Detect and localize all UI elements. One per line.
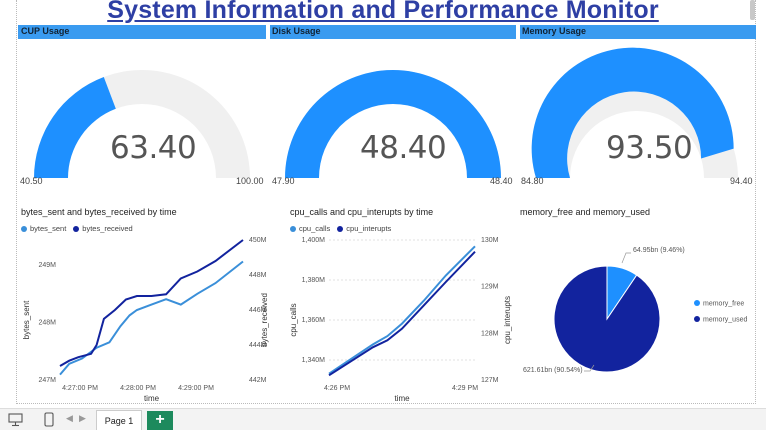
desktop-view-icon[interactable] xyxy=(8,413,24,427)
legend-dot-cpu-interupts xyxy=(337,225,344,232)
pie-legend-memory_used: memory_used xyxy=(703,317,747,324)
legend-dot-bytes-received xyxy=(73,225,80,232)
series-line-bytes_received xyxy=(59,239,244,367)
ytick-left-0-0: 247M xyxy=(38,377,56,384)
xtick-0-1: 4:28:00 PM xyxy=(120,385,156,392)
prev-page-icon[interactable]: ◀ xyxy=(66,413,73,423)
legend-cpu-interupts[interactable]: cpu_interupts xyxy=(346,224,392,233)
pie-legend-memory_free: memory_free xyxy=(703,301,744,308)
yaxis-title-left-1: cpu_calls xyxy=(289,303,298,336)
cpu-gauge-value: 63.40 xyxy=(110,130,197,166)
ytick-right-1-2: 129M xyxy=(481,284,499,291)
cpu-gauge-max: 100.00 xyxy=(236,176,264,186)
ytick-right-0-2: 446M xyxy=(249,307,267,314)
series-line-bytes_sent xyxy=(59,260,244,376)
pie-label-memory-used: 621.61bn (90.54%) xyxy=(523,367,583,374)
memory-gauge-min: 84.80 xyxy=(521,176,544,186)
add-page-button[interactable]: + xyxy=(147,411,173,430)
gauge-fill-1 xyxy=(285,70,501,178)
ytick-left-1-2: 1,380M xyxy=(302,277,326,284)
gauge-fill-2 xyxy=(531,47,734,178)
page-title: System Information and Performance Monit… xyxy=(107,0,659,24)
cpu-chart-title: cpu_calls and cpu_interupts by time xyxy=(290,207,434,217)
ytick-right-0-4: 450M xyxy=(249,237,267,244)
memory-usage-header xyxy=(520,25,756,39)
disk-usage-header xyxy=(270,25,516,39)
network-legend: bytes_sent bytes_received xyxy=(21,224,133,233)
yaxis-title-left-0: bytes_sent xyxy=(22,300,31,339)
cpu-usage-label: CUP Usage xyxy=(21,26,70,36)
legend-cpu-calls[interactable]: cpu_calls xyxy=(299,224,331,233)
ytick-right-0-3: 448M xyxy=(249,272,267,279)
legend-dot-bytes-sent xyxy=(21,225,27,232)
ytick-right-1-0: 127M xyxy=(481,377,499,384)
charts-area: 247M 248M 249M 442M 444M 446M 448M 450M 4:27:00 … xyxy=(22,237,747,403)
ytick-left-1-1: 1,360M xyxy=(302,317,326,324)
ytick-right-0-1: 444M xyxy=(249,342,267,349)
report-frame xyxy=(16,0,756,404)
yaxis-title-right-1: cpu_interupts xyxy=(503,296,512,344)
disk-gauge-value: 48.40 xyxy=(360,130,447,166)
cpu-gauge-min: 40.50 xyxy=(20,176,43,186)
xtick-1-0: 4:26 PM xyxy=(324,385,350,392)
ytick-left-0-1: 248M xyxy=(38,320,56,327)
tab-page-1[interactable]: Page 1 xyxy=(96,410,142,430)
page-navigation-bar xyxy=(0,408,766,430)
ytick-left-1-0: 1,340M xyxy=(302,357,326,364)
gauges-area xyxy=(34,47,738,178)
pie-leader-used xyxy=(584,364,595,372)
network-chart-title: bytes_sent and bytes_received by time xyxy=(21,207,177,217)
ytick-right-1-1: 128M xyxy=(481,330,499,337)
ytick-left-1-3: 1,400M xyxy=(302,237,326,244)
memory-gauge-max: 94.40 xyxy=(730,176,753,186)
disk-usage-label: Disk Usage xyxy=(272,26,321,36)
pie-leader-free xyxy=(621,252,631,264)
xtick-0-0: 4:27:00 PM xyxy=(62,385,98,392)
scrollbar[interactable] xyxy=(750,0,755,20)
memory-chart-title: memory_free and memory_used xyxy=(520,207,651,217)
disk-gauge-min: 47.90 xyxy=(272,176,295,186)
xaxis-title-0: time xyxy=(144,394,160,403)
xtick-1-1: 4:29 PM xyxy=(452,385,478,392)
gauge-fill-0 xyxy=(34,76,116,178)
pie-legend-dot-memory_used xyxy=(694,316,700,322)
pie-legend-dot-memory_free xyxy=(694,300,700,306)
legend-bytes-sent[interactable]: bytes_sent xyxy=(30,224,67,233)
ytick-right-1-3: 130M xyxy=(481,237,499,244)
series-line-cpu_interupts xyxy=(328,251,476,377)
next-page-icon[interactable]: ▶ xyxy=(79,413,86,423)
series-line-cpu_calls xyxy=(328,245,476,375)
disk-gauge-max: 48.40 xyxy=(490,176,513,186)
cpu-usage-header xyxy=(18,25,266,39)
legend-bytes-received[interactable]: bytes_received xyxy=(82,224,133,233)
pie-label-memory-free: 64.95bn (9.46%) xyxy=(633,247,685,254)
legend-dot-cpu-calls xyxy=(290,225,296,232)
memory-usage-label: Memory Usage xyxy=(522,26,587,36)
mobile-view-icon[interactable] xyxy=(43,412,55,428)
ytick-left-0-2: 249M xyxy=(38,262,56,269)
memory-gauge-value: 93.50 xyxy=(606,130,693,166)
ytick-right-0-0: 442M xyxy=(249,377,267,384)
pie-slice-memory_used xyxy=(553,265,661,373)
xaxis-title-1: time xyxy=(394,394,410,403)
xtick-0-2: 4:29:00 PM xyxy=(178,385,214,392)
yaxis-title-right-0: bytes_received xyxy=(260,293,269,347)
cpu-legend: cpu_calls cpu_interupts xyxy=(290,224,391,233)
